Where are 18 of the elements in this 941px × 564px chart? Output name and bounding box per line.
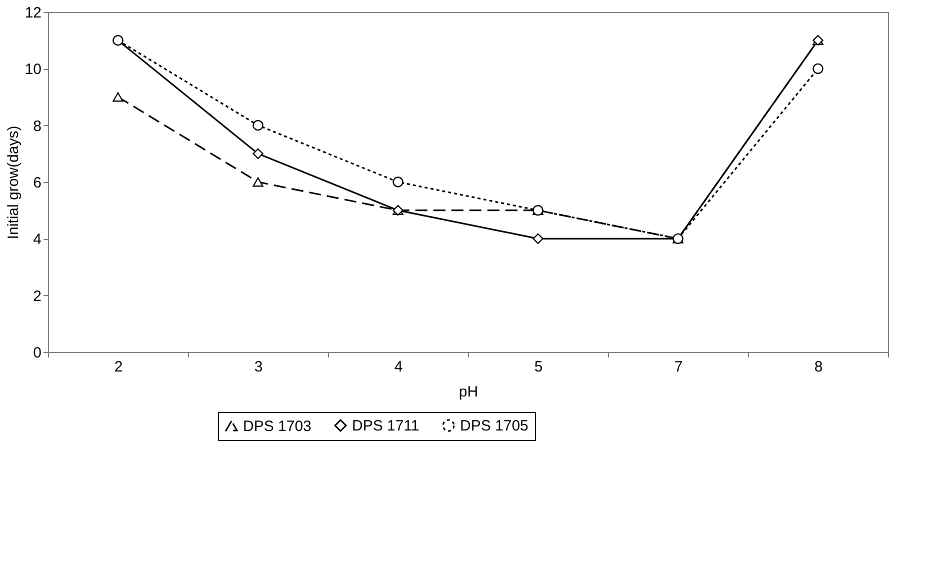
y-axis-title: Initial grow(days) bbox=[4, 126, 22, 240]
x-tick-label: 7 bbox=[674, 358, 683, 376]
x-tick-label: 8 bbox=[814, 358, 823, 376]
x-tick-label: 3 bbox=[254, 358, 263, 376]
y-tick-label: 12 bbox=[24, 4, 42, 22]
y-tick-label: 0 bbox=[33, 344, 42, 362]
legend-label: DPS 1703 bbox=[243, 418, 312, 435]
y-tick-label: 6 bbox=[33, 174, 42, 192]
x-axis-title: pH bbox=[458, 384, 478, 400]
x-tick-label: 4 bbox=[394, 358, 403, 376]
x-tick-label: 2 bbox=[114, 358, 123, 376]
y-tick-label: 10 bbox=[24, 61, 42, 78]
legend-label: DPS 1711 bbox=[352, 418, 420, 435]
x-tick-label: 5 bbox=[534, 358, 543, 376]
y-tick-label: 8 bbox=[33, 118, 42, 135]
y-tick-label: 2 bbox=[33, 288, 42, 305]
legend-label: DPS 1705 bbox=[460, 418, 528, 435]
y-tick-label: 4 bbox=[33, 231, 42, 248]
